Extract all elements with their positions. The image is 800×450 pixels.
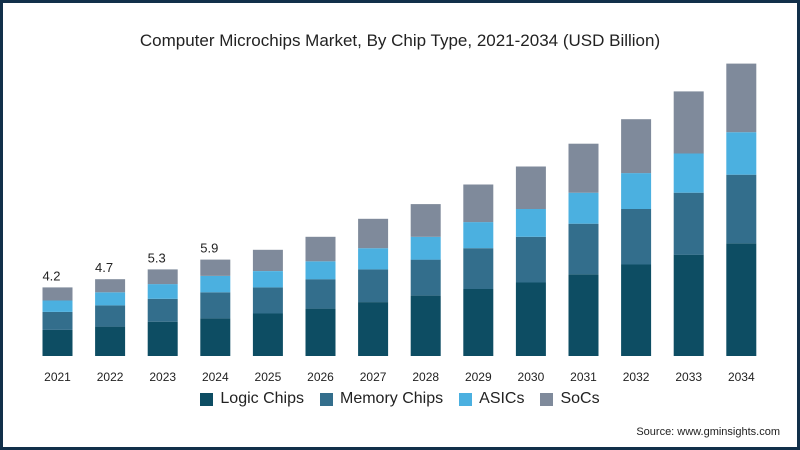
legend-swatch-asics [459, 392, 473, 406]
bar-asics-2032 [621, 173, 652, 209]
x-tick-label-2029: 2029 [465, 370, 492, 384]
bar-asics-2033 [673, 153, 704, 193]
bar-logic-chips-2026 [305, 308, 336, 356]
x-tick-label-2031: 2031 [570, 370, 597, 384]
chart-title: Computer Microchips Market, By Chip Type… [139, 31, 661, 50]
bar-logic-chips-2021 [42, 329, 73, 356]
legend-swatch-socs [540, 392, 554, 406]
legend-swatch-memory-chips [320, 392, 333, 406]
bar-socs-2034 [726, 63, 757, 133]
x-tick-label-2027: 2027 [360, 370, 387, 384]
legend-item-logic-chips: Logic Chips [200, 390, 304, 408]
bar-memory-chips-2027 [358, 269, 389, 303]
bar-logic-chips-2023 [147, 321, 178, 356]
bar-asics-2022 [95, 292, 126, 306]
legend-label-asics: ASICs [479, 390, 525, 407]
x-tick-label-2028: 2028 [412, 370, 439, 384]
bar-socs-2031 [568, 143, 599, 193]
x-tick-label-2030: 2030 [518, 370, 545, 384]
bar-logic-chips-2024 [200, 318, 231, 356]
bar-memory-chips-2031 [568, 223, 599, 275]
legend-item-asics: ASICs [459, 390, 524, 408]
bar-asics-2023 [147, 284, 178, 299]
bar-socs-2024 [200, 259, 231, 276]
x-tick-label-2023: 2023 [149, 370, 176, 384]
bar-asics-2024 [200, 276, 231, 293]
bar-memory-chips-2022 [95, 305, 126, 327]
bar-memory-chips-2025 [252, 287, 283, 314]
legend-label-memory-chips: Memory Chips [340, 390, 444, 407]
x-tick-label-2034: 2034 [728, 370, 755, 384]
legend-item-memory-chips: Memory Chips [320, 390, 443, 408]
bar-asics-2028 [410, 236, 441, 260]
bar-logic-chips-2030 [515, 282, 546, 356]
x-tick-label-2033: 2033 [675, 370, 702, 384]
bar-logic-chips-2032 [621, 264, 652, 356]
x-tick-label-2024: 2024 [202, 370, 229, 384]
bar-socs-2023 [147, 269, 178, 285]
bar-asics-2025 [252, 271, 283, 288]
bar-memory-chips-2033 [673, 192, 704, 255]
bar-logic-chips-2025 [252, 313, 283, 356]
bar-socs-2022 [95, 279, 126, 293]
bar-socs-2021 [42, 287, 73, 301]
bar-socs-2029 [463, 184, 494, 223]
bar-asics-2029 [463, 222, 494, 249]
total-label-2022: 4.7 [95, 260, 113, 275]
legend-label-logic-chips: Logic Chips [220, 390, 304, 407]
bar-logic-chips-2022 [95, 326, 126, 356]
bar-socs-2033 [673, 91, 704, 154]
bar-socs-2028 [410, 204, 441, 237]
bar-logic-chips-2029 [463, 289, 494, 356]
bar-logic-chips-2031 [568, 274, 599, 356]
bar-socs-2030 [515, 166, 546, 209]
bar-memory-chips-2034 [726, 174, 757, 244]
source-note: Source: www.gminsights.com [636, 426, 780, 438]
legend-item-socs: SoCs [540, 390, 600, 408]
bar-asics-2031 [568, 192, 599, 224]
bar-memory-chips-2032 [621, 209, 652, 265]
bar-memory-chips-2028 [410, 259, 441, 296]
x-tick-label-2026: 2026 [307, 370, 334, 384]
bar-asics-2026 [305, 261, 336, 280]
bar-asics-2021 [42, 300, 73, 312]
total-label-2021: 4.2 [42, 268, 60, 283]
total-label-2024: 5.9 [200, 241, 218, 256]
legend-label-socs: SoCs [560, 390, 600, 407]
bar-memory-chips-2024 [200, 292, 231, 319]
bar-socs-2026 [305, 236, 336, 262]
bar-asics-2034 [726, 132, 757, 175]
bar-asics-2030 [515, 209, 546, 237]
x-tick-label-2025: 2025 [255, 370, 282, 384]
bar-socs-2027 [358, 218, 389, 249]
x-tick-label-2021: 2021 [44, 370, 71, 384]
bar-socs-2025 [252, 249, 283, 271]
bar-memory-chips-2029 [463, 248, 494, 289]
legend-swatch-logic-chips [200, 392, 214, 406]
bar-logic-chips-2033 [673, 254, 704, 356]
bar-memory-chips-2026 [305, 279, 336, 309]
total-label-2023: 5.3 [148, 250, 166, 265]
chart-legend: Logic Chips Memory Chips ASICs SoCs [0, 390, 800, 408]
x-tick-label-2022: 2022 [97, 370, 124, 384]
x-tick-label-2032: 2032 [623, 370, 650, 384]
bar-logic-chips-2027 [358, 302, 389, 356]
bar-asics-2027 [358, 248, 389, 270]
bar-socs-2032 [621, 119, 652, 174]
bar-logic-chips-2028 [410, 295, 441, 356]
bar-memory-chips-2023 [147, 298, 178, 322]
bar-memory-chips-2030 [515, 236, 546, 283]
bar-memory-chips-2021 [42, 311, 73, 330]
bar-logic-chips-2034 [726, 243, 757, 356]
